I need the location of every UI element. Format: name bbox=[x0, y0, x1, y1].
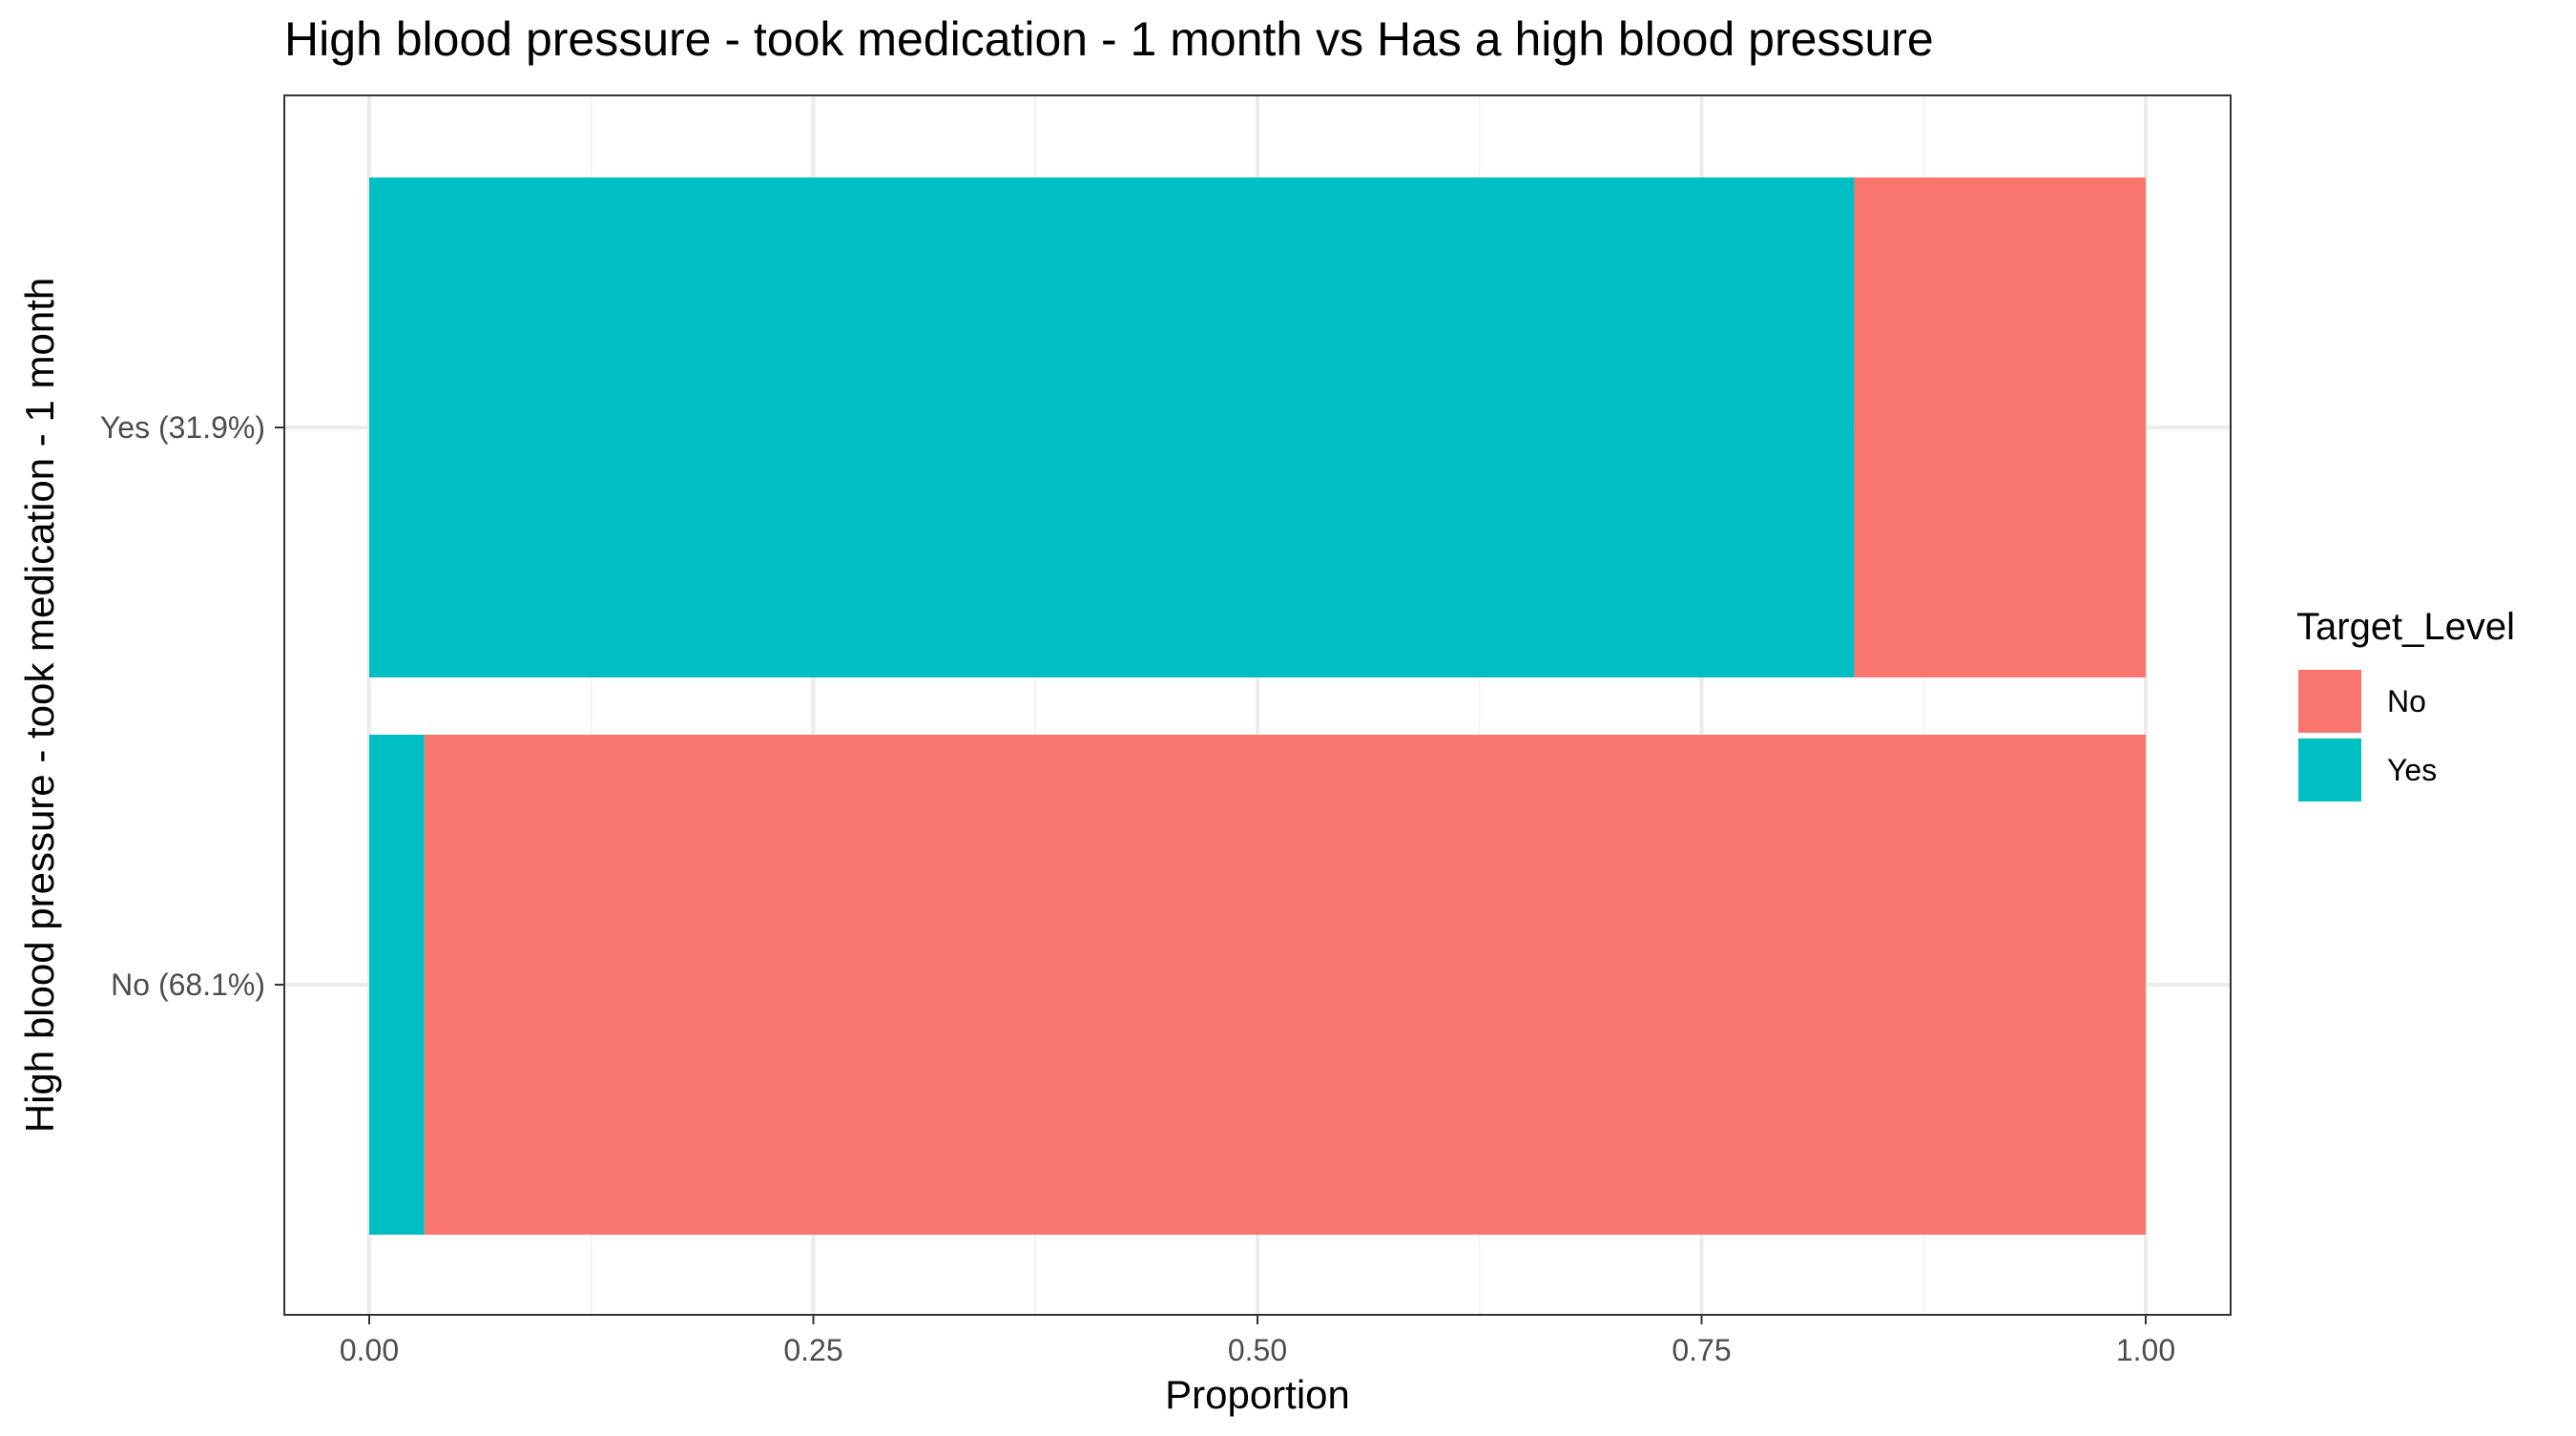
y-tick-label: No (68.1%) bbox=[111, 968, 265, 1002]
x-tick-label: 0.00 bbox=[340, 1333, 399, 1367]
bar-layer bbox=[369, 177, 2147, 1235]
x-tick-label: 0.75 bbox=[1672, 1333, 1731, 1367]
x-tick-label: 1.00 bbox=[2116, 1333, 2175, 1367]
x-axis-title: Proportion bbox=[1165, 1372, 1350, 1417]
bar-segment-yes bbox=[369, 735, 425, 1235]
x-tick-label: 0.50 bbox=[1228, 1333, 1287, 1367]
legend-swatch-no bbox=[2298, 670, 2361, 733]
bar-segment-no bbox=[424, 735, 2147, 1235]
y-tick-label: Yes (31.9%) bbox=[100, 410, 265, 445]
y-axis-title: High blood pressure - took medication - … bbox=[17, 278, 62, 1133]
legend-swatch-yes bbox=[2298, 739, 2361, 801]
legend-label-yes: Yes bbox=[2387, 753, 2437, 787]
legend-title: Target_Level bbox=[2296, 606, 2515, 648]
x-tick-label: 0.25 bbox=[783, 1333, 842, 1367]
legend-label-no: No bbox=[2387, 684, 2426, 718]
bar-segment-no bbox=[1854, 177, 2146, 677]
axis-layer: 0.00 0.25 0.50 0.75 1.00 Yes (31.9%) No (68.1%… bbox=[100, 410, 2175, 1367]
legend: Target_Level No Yes bbox=[2296, 606, 2515, 801]
bar-segment-yes bbox=[369, 177, 1855, 677]
chart-title: High blood pressure - took medication - … bbox=[284, 12, 1934, 66]
